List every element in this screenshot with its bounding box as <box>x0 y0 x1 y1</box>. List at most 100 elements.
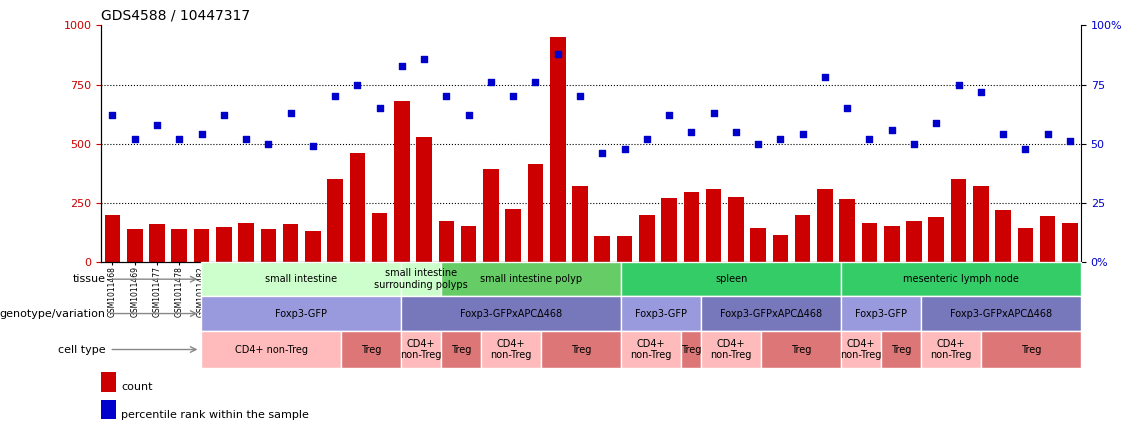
Bar <box>973 187 989 262</box>
Bar <box>622 296 701 331</box>
Point <box>170 136 188 143</box>
Bar <box>401 262 441 296</box>
Bar <box>906 221 922 262</box>
Point <box>616 145 634 152</box>
Bar <box>701 296 841 331</box>
Point <box>927 119 945 126</box>
Point <box>504 93 522 100</box>
Bar <box>839 200 855 262</box>
Point <box>259 140 277 147</box>
Bar <box>305 231 321 262</box>
Bar <box>617 236 633 262</box>
Point <box>637 136 655 143</box>
Bar <box>817 189 833 262</box>
Text: mesenteric lymph node: mesenteric lymph node <box>903 274 1019 284</box>
Point <box>949 81 967 88</box>
Bar <box>1062 223 1078 262</box>
Bar <box>841 296 921 331</box>
Bar <box>341 331 401 368</box>
Point <box>1038 131 1056 138</box>
Point <box>193 131 211 138</box>
Point <box>415 55 434 62</box>
Bar <box>328 179 343 262</box>
Bar <box>761 331 841 368</box>
Text: count: count <box>120 382 152 392</box>
Point <box>548 50 566 57</box>
Point <box>459 112 477 119</box>
Point <box>860 136 878 143</box>
Bar <box>861 223 877 262</box>
Point <box>883 126 901 133</box>
Point <box>794 131 812 138</box>
Bar <box>171 229 187 262</box>
Bar <box>549 37 565 262</box>
Point <box>238 136 256 143</box>
Text: CD4+
non-Treg: CD4+ non-Treg <box>840 339 882 360</box>
Bar <box>995 210 1011 262</box>
Text: Foxp3-GFPxAPCΔ468: Foxp3-GFPxAPCΔ468 <box>720 308 822 319</box>
Point <box>1017 145 1035 152</box>
Bar <box>105 215 120 262</box>
Text: Treg: Treg <box>361 344 382 354</box>
Point <box>327 93 345 100</box>
Text: spleen: spleen <box>715 274 748 284</box>
Text: small intestine
surrounding polyps: small intestine surrounding polyps <box>374 268 468 290</box>
Point <box>527 79 545 85</box>
Bar <box>921 331 981 368</box>
Text: CD4+
non-Treg: CD4+ non-Treg <box>631 339 672 360</box>
Point <box>148 121 166 128</box>
Text: Treg: Treg <box>452 344 472 354</box>
Point <box>972 88 990 95</box>
Bar <box>950 179 966 262</box>
Point <box>104 112 122 119</box>
Text: percentile rank within the sample: percentile rank within the sample <box>120 410 309 420</box>
Bar <box>884 225 900 262</box>
Point <box>749 140 767 147</box>
Text: Treg: Treg <box>681 344 701 354</box>
Bar <box>841 262 1081 296</box>
Bar <box>101 372 116 392</box>
Text: Foxp3-GFPxAPCΔ468: Foxp3-GFPxAPCΔ468 <box>461 308 562 319</box>
Point <box>126 136 144 143</box>
Point <box>838 105 856 112</box>
Bar <box>701 331 761 368</box>
Point <box>994 131 1012 138</box>
Bar <box>349 153 365 262</box>
Bar <box>401 331 441 368</box>
Text: genotype/variation: genotype/variation <box>0 308 106 319</box>
Bar <box>441 262 622 296</box>
Bar <box>401 296 622 331</box>
Point <box>727 129 745 135</box>
Text: Treg: Treg <box>891 344 911 354</box>
Bar <box>706 189 722 262</box>
Bar <box>683 192 699 262</box>
Bar <box>772 235 788 262</box>
Bar <box>101 400 116 419</box>
Bar <box>461 225 476 262</box>
Text: CD4+
non-Treg: CD4+ non-Treg <box>930 339 972 360</box>
Bar <box>202 331 341 368</box>
Bar <box>572 187 588 262</box>
Bar <box>260 229 276 262</box>
Text: CD4+
non-Treg: CD4+ non-Treg <box>711 339 752 360</box>
Point <box>482 79 500 85</box>
Text: Treg: Treg <box>1021 344 1042 354</box>
Text: small intestine: small intestine <box>266 274 338 284</box>
Bar <box>481 331 542 368</box>
Bar <box>981 331 1081 368</box>
Point <box>393 62 411 69</box>
Bar <box>1039 216 1055 262</box>
Bar <box>622 262 841 296</box>
Bar <box>441 331 481 368</box>
Bar <box>921 296 1081 331</box>
Bar <box>506 209 521 262</box>
Text: CD4+
non-Treg: CD4+ non-Treg <box>401 339 441 360</box>
Text: GDS4588 / 10447317: GDS4588 / 10447317 <box>101 9 250 23</box>
Bar <box>372 212 387 262</box>
Point <box>348 81 366 88</box>
Bar <box>595 236 610 262</box>
Bar <box>640 215 654 262</box>
Bar <box>283 224 298 262</box>
Bar <box>542 331 622 368</box>
Text: CD4+ non-Treg: CD4+ non-Treg <box>235 344 307 354</box>
